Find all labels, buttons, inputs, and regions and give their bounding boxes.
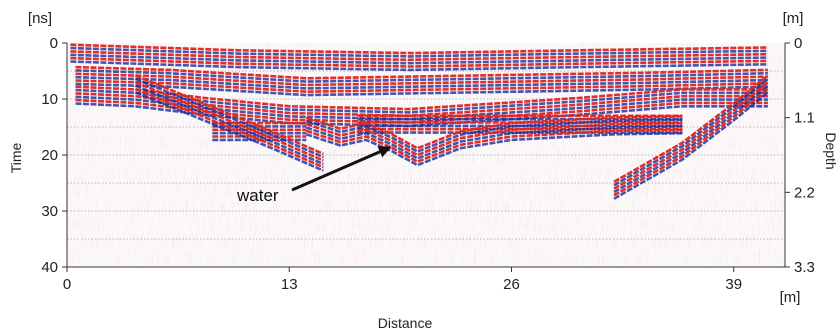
left-axis-unit: [ns] [28, 10, 52, 27]
water-annotation: water [236, 186, 279, 205]
y-right-tick-label-2: 2.2 [794, 184, 815, 201]
reflector-diffraction-right-band-2 [613, 81, 769, 190]
reflector-diffraction-right [613, 74, 769, 200]
water-arrowhead [377, 146, 392, 158]
reflector-water-bowl-band-4 [305, 128, 683, 163]
y-left-tick-label-3: 30 [41, 203, 58, 220]
reflector-reflector-1-band-3 [75, 75, 768, 90]
reflector-surface-band-3 [70, 53, 768, 65]
reflector-diffraction-left-band-2 [134, 80, 324, 162]
reflector-surface-band-2 [70, 50, 768, 62]
y-right-tick-label-0: 0 [794, 35, 802, 52]
reflector-diffraction-left-band-4 [134, 87, 324, 169]
reflector-reflector-1-band-2 [75, 72, 768, 87]
x-tick-label-1: 13 [281, 276, 298, 293]
reflector-reflector-2-band-3 [75, 95, 768, 121]
reflector-water-bowl-band-2 [305, 121, 683, 157]
x-tick-label-2: 26 [503, 276, 520, 293]
y-left-tick-label-0: 0 [50, 35, 58, 52]
reflector-surface-band-4 [70, 56, 768, 68]
x-axis-title: Distance [378, 315, 433, 331]
reflector-diffraction-left-band-5 [134, 91, 324, 172]
reflector-surface-band-1 [70, 46, 768, 58]
reflector-water-bowl-band-3 [305, 125, 683, 160]
reflector-diffraction-right-band-0 [613, 74, 769, 184]
water-arrow [291, 150, 381, 192]
y-left-tick-label-4: 40 [41, 259, 58, 276]
reflector-water-bowl-band-1 [305, 118, 683, 153]
reflector-diffraction-right-band-1 [613, 77, 769, 187]
reflector-reflector-1-band-1 [75, 69, 768, 83]
reflector-reflector-2-band-4 [75, 98, 768, 124]
reflector-diffraction-left-band-3 [134, 84, 324, 166]
y-left-tick-label-2: 20 [41, 147, 58, 164]
y-right-tick-label-1: 1.1 [794, 110, 815, 127]
reflector-diffraction-right-band-4 [613, 87, 769, 197]
x-axis-unit: [m] [780, 289, 801, 306]
reflector-surface [70, 43, 768, 72]
x-tick-label-3: 39 [725, 276, 742, 293]
y-axis-title-depth: Depth [823, 132, 839, 169]
reflector-reflector-1-band-0 [75, 65, 768, 80]
reflector-water-bowl [305, 115, 683, 167]
y-left-tick-label-1: 10 [41, 91, 58, 108]
reflector-water-bowl-band-5 [305, 131, 683, 167]
right-axis-unit: [m] [783, 10, 804, 27]
reflector-surface-band-5 [70, 60, 768, 72]
reflector-reflector-2-band-5 [75, 102, 768, 128]
reflector-diffraction-left-band-0 [134, 74, 324, 156]
reflector-water-bowl-band-0 [305, 115, 683, 150]
reflector-diffraction-right-band-3 [613, 84, 769, 194]
reflector-diffraction-left [134, 74, 324, 172]
reflector-surface-band-0 [70, 43, 768, 55]
reflector-water-flat-2 [357, 114, 683, 134]
reflector-diffraction-right-band-5 [613, 91, 769, 200]
y-axis-title-time: Time [8, 142, 24, 173]
reflector-diffraction-left-band-1 [134, 77, 324, 159]
y-right-tick-label-3: 3.3 [794, 259, 815, 276]
x-tick-label-0: 0 [63, 276, 71, 293]
